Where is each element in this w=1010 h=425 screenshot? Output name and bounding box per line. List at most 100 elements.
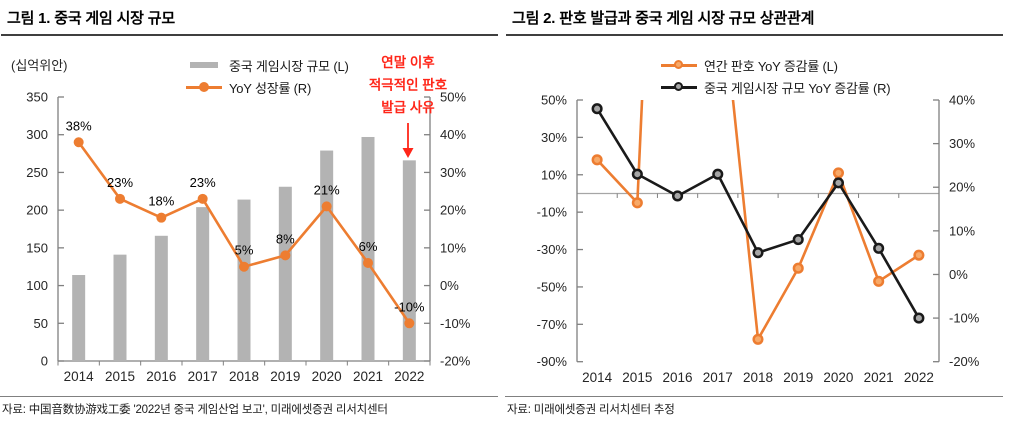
x-axis-label: 2014 [582, 370, 613, 385]
legend-label: 중국 게임시장 규모 (L) [229, 58, 349, 74]
x-axis-label: 2016 [146, 369, 176, 384]
right-axis-tick-label: 40% [949, 93, 975, 108]
line-marker [792, 234, 804, 246]
right-axis-tick-label: 50% [440, 90, 466, 105]
legend-item: 연간 판호 YoY 증감률 (L) [661, 54, 890, 76]
left-axis-tick-label: 350 [26, 90, 48, 105]
left-axis-tick-label: 300 [26, 127, 48, 142]
x-axis-label: 2022 [904, 370, 934, 385]
line-marker [404, 318, 415, 329]
data-label: 8% [276, 231, 295, 246]
data-label: 23% [190, 175, 216, 190]
data-label: -10% [394, 299, 425, 314]
source-rule [505, 396, 1003, 397]
line-series [591, 100, 925, 345]
figure-2-source: 자료: 미래에셋증권 리서치센터 추정 [507, 404, 675, 416]
line-marker [792, 262, 804, 274]
line-marker [832, 177, 844, 189]
x-axis-label: 2017 [703, 370, 733, 385]
x-axis-label: 2018 [743, 370, 773, 385]
source-rule [0, 396, 498, 397]
left-axis-tick-label: 150 [26, 240, 48, 255]
figure-2-legend: 연간 판호 YoY 증감률 (L) 중국 게임시장 규모 YoY 증감률 (R) [661, 54, 891, 98]
left-axis-tick-label: 100 [26, 278, 48, 293]
right-axis-tick-label: 30% [440, 165, 466, 180]
x-axis-label: 2014 [64, 369, 95, 384]
right-axis-tick-label: 20% [949, 180, 975, 195]
left-axis-tick-label: -10% [537, 205, 568, 220]
right-axis: -20% -10% 0% 10% 20% 30% 40% [933, 93, 980, 369]
data-label: 5% [235, 243, 254, 258]
figure-1-source: 자료: 中国音数协游戏工委 '2022년 중국 게임산업 보고', 미래에셋증권… [2, 404, 388, 416]
x-axis-label: 2020 [823, 370, 853, 385]
left-axis: 0 50 100 150 200 250 300 350 [26, 90, 64, 369]
figure-1-title: 그림 1. 중국 게임 시장 규모 [7, 10, 175, 27]
x-axis-label: 2021 [864, 370, 894, 385]
figure-1-chart: 0 50 100 150 200 250 300 350 -20% -10% 0% 10% 20% 30%… [26, 54, 470, 384]
left-axis-tick-label: 50 [34, 316, 48, 331]
line-marker [631, 197, 643, 209]
right-axis-tick-label: 0% [949, 267, 968, 282]
x-axis-label: 2016 [663, 370, 693, 385]
line-marker [752, 247, 764, 259]
line-marker [752, 333, 764, 345]
legend-item: YoY 성장률 (R) [186, 76, 349, 98]
line-marker [832, 167, 844, 179]
right-axis-tick-label: 30% [949, 136, 975, 151]
figure-1-panel: 그림 1. 중국 게임 시장 규모 (십억위안) 0 50 100 150 200 250… [0, 10, 498, 416]
line-series [73, 137, 415, 329]
left-axis-tick-label: -70% [537, 317, 568, 332]
line-marker [321, 201, 332, 212]
line-marker [363, 257, 373, 268]
x-axis-label: 2015 [105, 369, 135, 384]
bar-2015 [113, 254, 127, 361]
x-axis-label: 2022 [394, 369, 424, 384]
bar-2017 [196, 207, 210, 361]
line-marker [115, 193, 125, 204]
figure-1-legend: 중국 게임시장 규모 (L) YoY 성장률 (R) [186, 54, 349, 98]
bar-2019 [278, 186, 292, 361]
line-marker [672, 190, 684, 202]
line-marker [631, 168, 643, 180]
x-axis: 2014 2015 2016 2017 2018 2019 2020 2021 2022 [57, 360, 431, 384]
line-marker [913, 249, 925, 261]
line-series [591, 103, 925, 324]
legend-item: 중국 게임시장 규모 YoY 증감률 (R) [661, 76, 891, 98]
left-axis-tick-label: -30% [537, 242, 568, 257]
bar-2016 [154, 235, 168, 361]
data-label: 21% [314, 182, 340, 197]
arrow-down-head-icon [402, 148, 414, 158]
x-axis-label: 2018 [229, 369, 259, 384]
left-axis-tick-label: 50% [541, 93, 567, 108]
legend-line-swatch-icon [186, 81, 222, 94]
bar-2018 [237, 199, 251, 361]
data-label: 6% [359, 239, 378, 254]
x-axis-label: 2017 [188, 369, 218, 384]
legend-label: 연간 판호 YoY 증감률 (L) [704, 58, 838, 74]
legend-line-swatch-icon [661, 59, 697, 72]
title-rule [506, 34, 1003, 36]
line-marker [591, 103, 603, 115]
annotation-text: 적극적인 판호 [369, 77, 448, 93]
right-axis-tick-label: -10% [949, 311, 980, 326]
x-axis-label: 2020 [312, 369, 342, 384]
line-marker [239, 261, 249, 272]
right-axis-tick-label: 10% [949, 223, 975, 238]
annotation-text: 연말 이후 [381, 54, 435, 70]
line-marker [913, 312, 925, 324]
y-axis-unit-label: (십억위안) [11, 58, 68, 73]
right-axis-tick-label: 40% [440, 127, 466, 142]
x-axis-label: 2015 [622, 370, 652, 385]
right-axis-tick-label: 10% [440, 240, 466, 255]
data-label: 23% [107, 175, 133, 190]
figure-2-chart: -90% -70% -50% -30% -10% 10% 30% 50% -20% -10% 0% 1… [537, 93, 980, 386]
x-axis-label: 2021 [353, 369, 383, 384]
legend-line-swatch-icon [661, 81, 697, 94]
legend-label: 중국 게임시장 규모 YoY 증감률 (R) [704, 80, 891, 96]
bar-2021 [361, 136, 375, 361]
right-axis-tick-label: 20% [440, 203, 466, 218]
figure-2-title: 그림 2. 판호 발급과 중국 게임 시장 규모 상관관계 [512, 10, 815, 27]
annotation-text: 발급 사유 [381, 99, 435, 115]
x-axis-label: 2019 [270, 369, 300, 384]
